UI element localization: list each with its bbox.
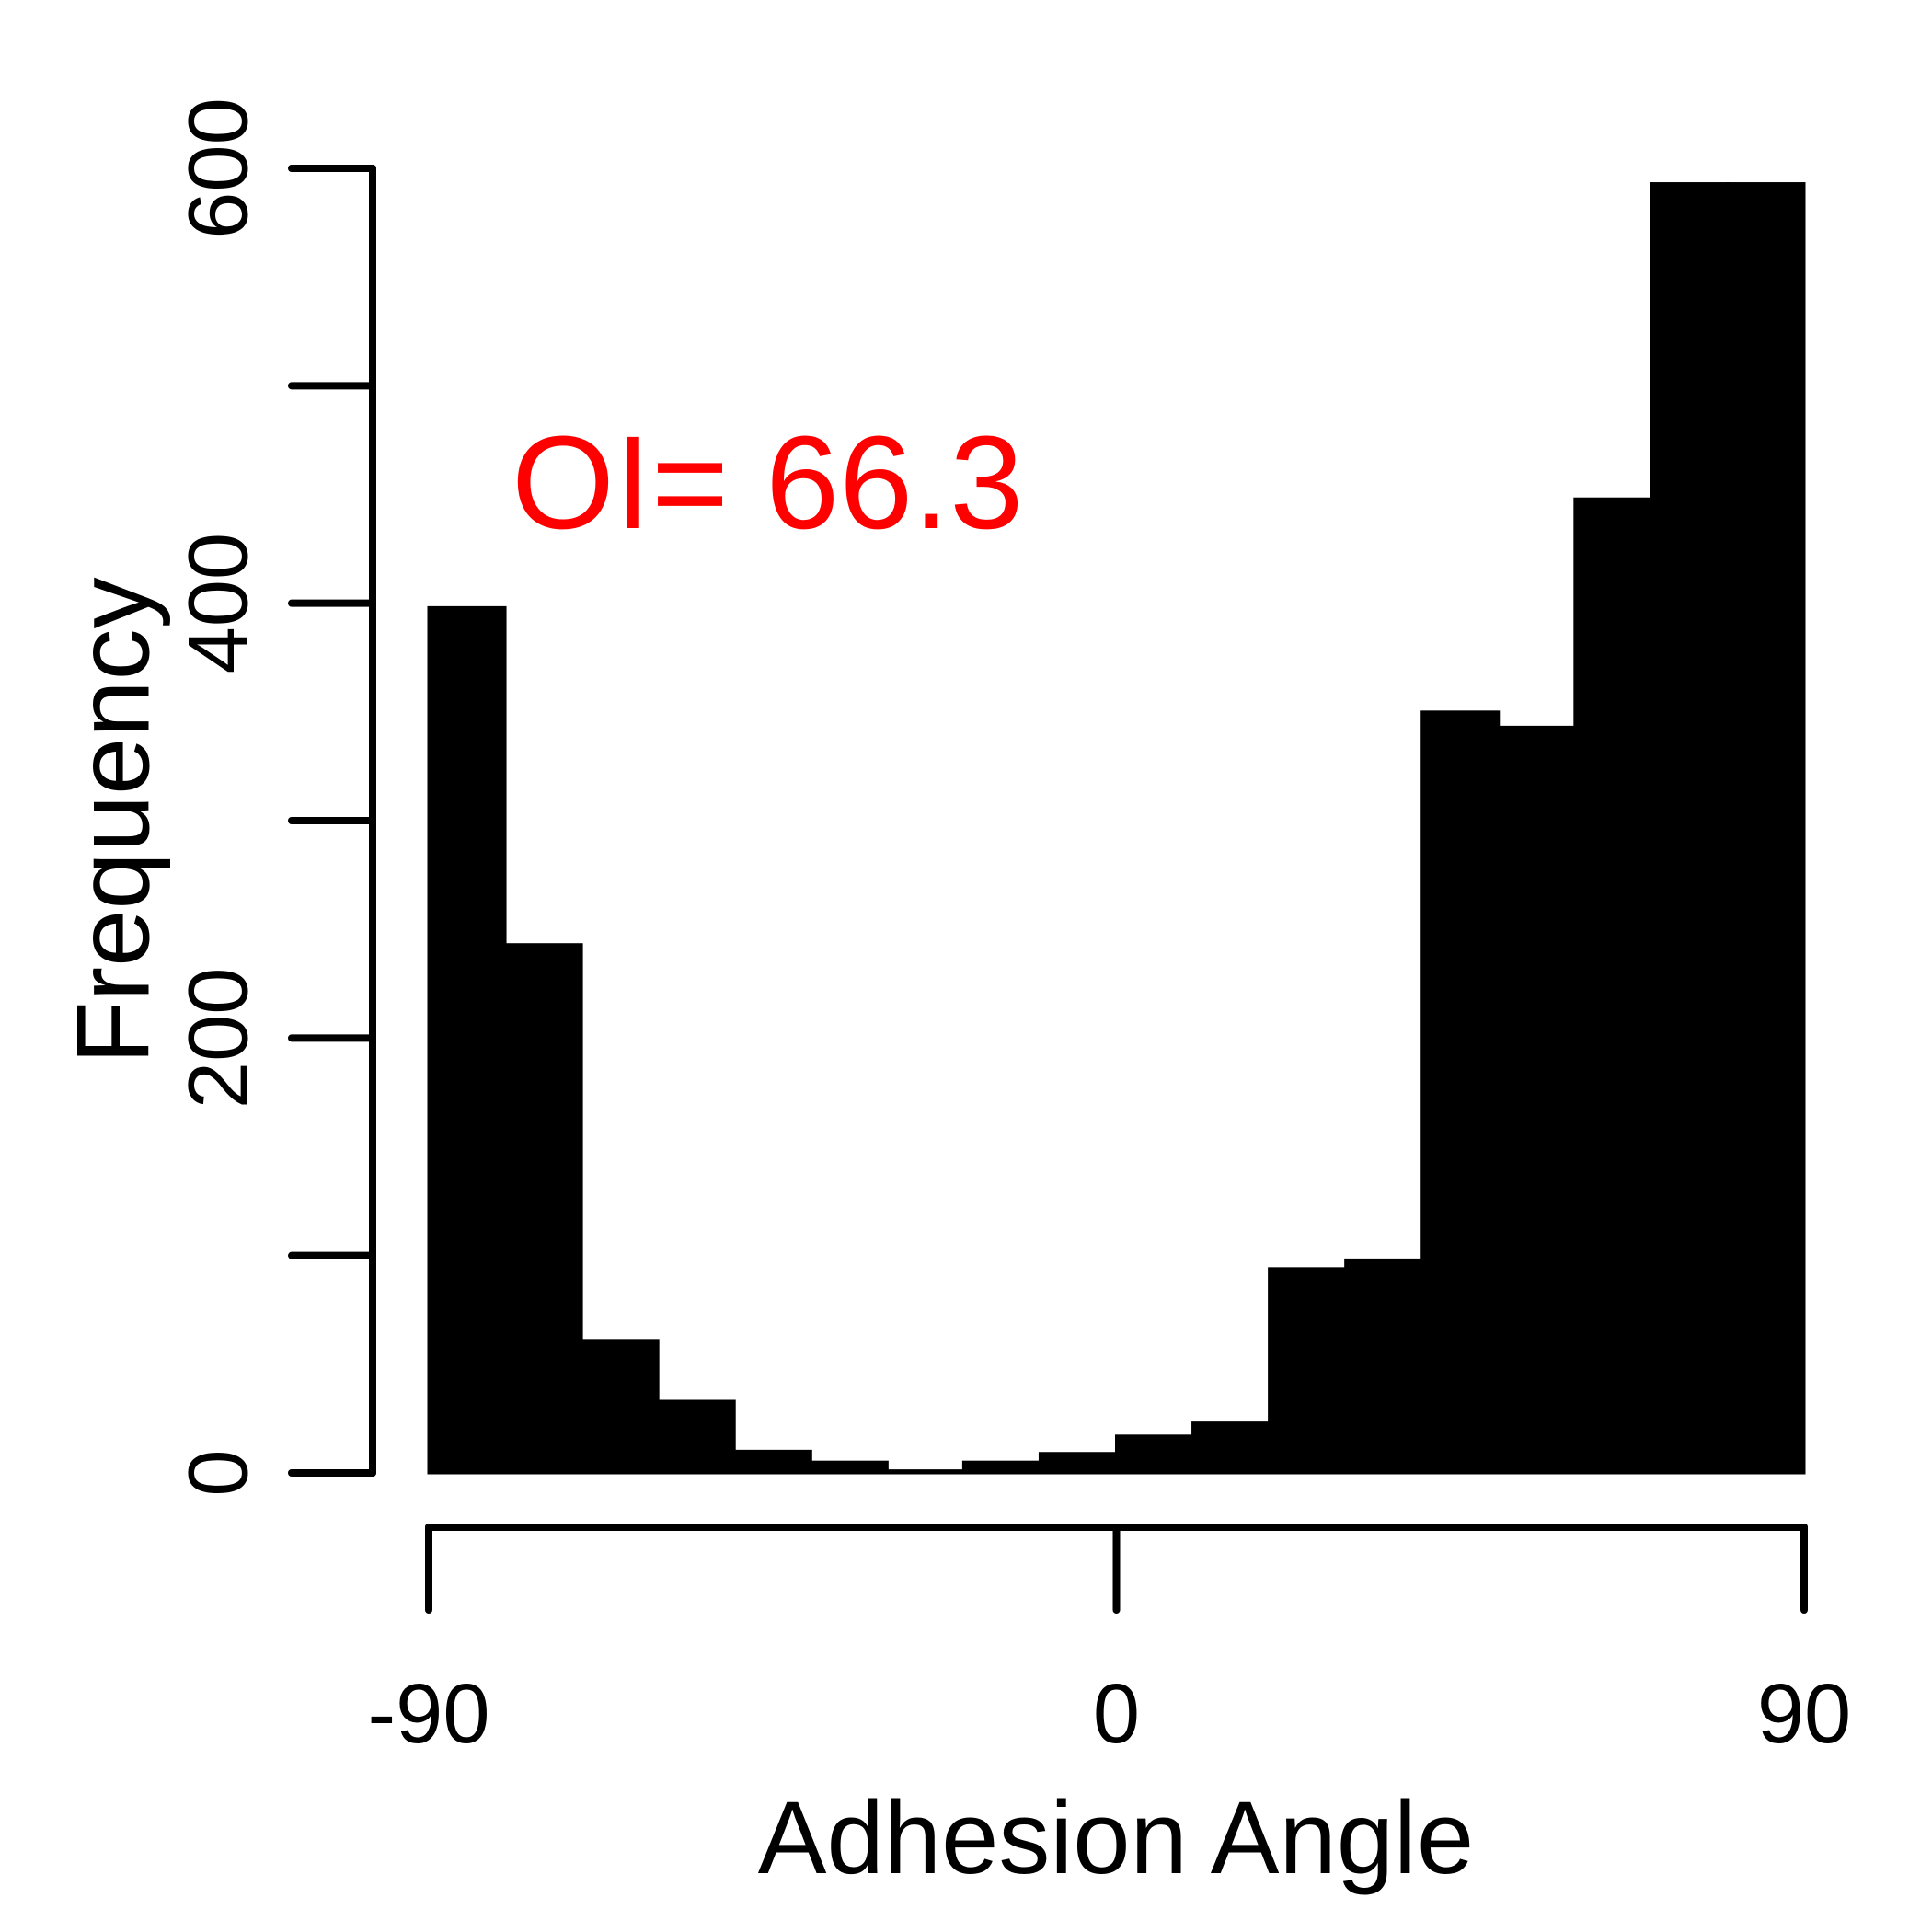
y-tick-label: 200 — [171, 968, 265, 1110]
x-tick-label: 0 — [1093, 1667, 1140, 1761]
oi-annotation: OI= 66.3 — [512, 408, 1023, 557]
histogram-bar — [1497, 725, 1577, 1475]
histogram-bar — [1115, 1434, 1195, 1475]
histogram-bar — [1038, 1452, 1119, 1475]
histogram-bar — [1420, 710, 1501, 1475]
histogram-bar — [1191, 1421, 1271, 1475]
y-axis-label: Frequency — [56, 577, 171, 1064]
bars-group — [427, 182, 1806, 1475]
histogram-bar — [656, 1399, 736, 1475]
y-tick-label: 400 — [171, 533, 265, 674]
y-tick-label: 600 — [171, 98, 265, 239]
x-tick-label: 90 — [1757, 1667, 1851, 1761]
histogram-bar — [503, 943, 583, 1475]
x-axis: -90 0 90 — [368, 1524, 1851, 1761]
histogram-bar — [1344, 1258, 1424, 1475]
histogram-bar — [1650, 182, 1730, 1475]
histogram-bar — [961, 1460, 1041, 1475]
x-ticks-group: -90 0 90 — [368, 1524, 1851, 1761]
x-tick-label: -90 — [368, 1667, 490, 1761]
histogram-bar — [580, 1339, 660, 1475]
histogram-bar — [732, 1449, 812, 1475]
histogram-bar — [427, 605, 507, 1475]
y-ticks-group: 0 200 400 600 — [171, 98, 376, 1497]
histogram-bar — [1726, 182, 1806, 1475]
y-axis: 0 200 400 600 — [171, 98, 376, 1497]
histogram-bar — [885, 1469, 965, 1475]
x-axis-label: Adhesion Angle — [758, 1780, 1474, 1895]
histogram-bar — [809, 1460, 889, 1475]
histogram-bar — [1573, 497, 1653, 1475]
y-tick-label: 0 — [171, 1449, 265, 1496]
histogram-bar — [1268, 1267, 1348, 1475]
